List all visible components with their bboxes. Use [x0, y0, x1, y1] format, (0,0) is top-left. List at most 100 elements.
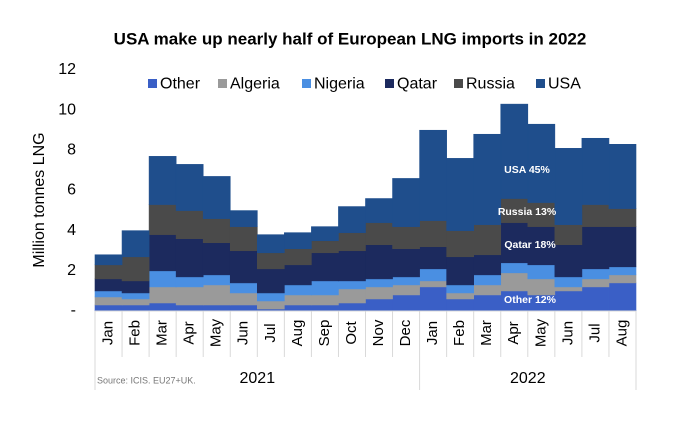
x-tick-label: Oct [343, 321, 360, 345]
area-segment [581, 204, 610, 227]
area-segment [473, 133, 502, 225]
x-tick-label: Feb [451, 320, 468, 346]
area-segment [365, 198, 393, 223]
area-segment [554, 286, 583, 292]
area-segment [500, 272, 529, 292]
area-segment [202, 274, 231, 286]
area-segment [554, 276, 583, 288]
area-segment [581, 278, 610, 288]
area-segment [94, 296, 123, 306]
legend-label: Algeria [230, 76, 280, 93]
area-segment [392, 248, 420, 278]
area-segment [202, 242, 231, 276]
source-note: Source: ICIS. EU27+UK. [97, 375, 196, 385]
legend-label: Other [160, 76, 201, 93]
annotation: Russia 13% [498, 206, 557, 218]
x-tick-label: Jul [262, 323, 279, 342]
legend-swatch [218, 79, 227, 88]
area-segment [229, 282, 258, 294]
area-segment [284, 294, 312, 306]
area-segment [500, 262, 529, 274]
area-segment [608, 226, 637, 268]
year-label: 2021 [240, 370, 276, 387]
area-segment [121, 230, 150, 258]
area-segment [392, 294, 420, 312]
legend-swatch [536, 79, 545, 88]
area-segment [311, 294, 339, 306]
area-segment [527, 123, 556, 203]
area-segment [94, 278, 123, 292]
area-segment [311, 240, 339, 254]
area-segment [365, 278, 393, 288]
area-segment [148, 302, 177, 312]
area-segment [581, 268, 610, 280]
area-segment [473, 224, 502, 256]
x-tick-label: Dec [397, 319, 414, 346]
x-tick-label: Aug [289, 320, 306, 347]
y-tick-label: 8 [67, 142, 76, 159]
area-segment [284, 264, 312, 286]
area-segment [446, 298, 474, 312]
area-segment [148, 234, 177, 272]
area-segment [338, 232, 366, 252]
area-segment [175, 238, 204, 278]
x-tick-label: Nov [370, 319, 387, 346]
area-segment [256, 252, 285, 270]
area-segment [148, 286, 177, 304]
area-segment [148, 204, 177, 235]
area-segment [229, 292, 258, 306]
area-segment [419, 286, 447, 312]
legend-label: USA [548, 76, 581, 93]
area-segment [500, 103, 529, 199]
area-segment [554, 244, 583, 278]
area-segment [175, 304, 204, 312]
area-segment [392, 226, 420, 250]
area-segment [311, 252, 339, 282]
x-tick-label: Apr [181, 321, 198, 344]
x-tick-label: May [208, 318, 225, 347]
y-tick-label: 4 [67, 222, 76, 239]
area-segment [365, 286, 393, 300]
annotation: USA 45% [504, 164, 550, 176]
area-segment [446, 256, 474, 286]
area-segment [554, 290, 583, 312]
area-segment [121, 292, 150, 300]
area-segment [608, 274, 637, 284]
legend-swatch [454, 79, 463, 88]
area-segment [311, 304, 339, 312]
area-segment [121, 256, 150, 282]
area-segment [392, 178, 420, 227]
area-segment [338, 206, 366, 233]
y-tick-label: 12 [58, 61, 76, 78]
area-segment [608, 144, 637, 209]
area-segment [284, 232, 312, 250]
y-tick-label: - [71, 302, 76, 319]
annotation: Other 12% [504, 294, 557, 306]
area-segment [527, 264, 556, 280]
x-tick-label: Jan [424, 321, 441, 345]
area-segment [392, 284, 420, 296]
area-segment [608, 282, 637, 312]
area-segment [581, 137, 610, 205]
area-segment [473, 254, 502, 276]
area-segment [338, 280, 366, 290]
y-tick-label: 6 [67, 182, 76, 199]
area-segment [473, 294, 502, 312]
area-segment [446, 158, 474, 231]
area-segment [202, 304, 231, 312]
area-segment [202, 218, 231, 244]
x-tick-label: Jul [586, 323, 603, 342]
x-tick-label: May [532, 318, 549, 347]
area-segment [419, 129, 447, 221]
chart-title: USA make up nearly half of European LNG … [114, 29, 587, 48]
area-segment [229, 210, 258, 227]
area-segment [392, 276, 420, 286]
area-segment [175, 286, 204, 306]
x-tick-label: Mar [478, 320, 495, 346]
area-segment [581, 226, 610, 270]
area-segment [527, 278, 556, 296]
area-segment [473, 284, 502, 296]
legend-label: Nigeria [314, 76, 365, 93]
area-segment [527, 226, 556, 266]
x-tick-label: Feb [127, 320, 144, 346]
